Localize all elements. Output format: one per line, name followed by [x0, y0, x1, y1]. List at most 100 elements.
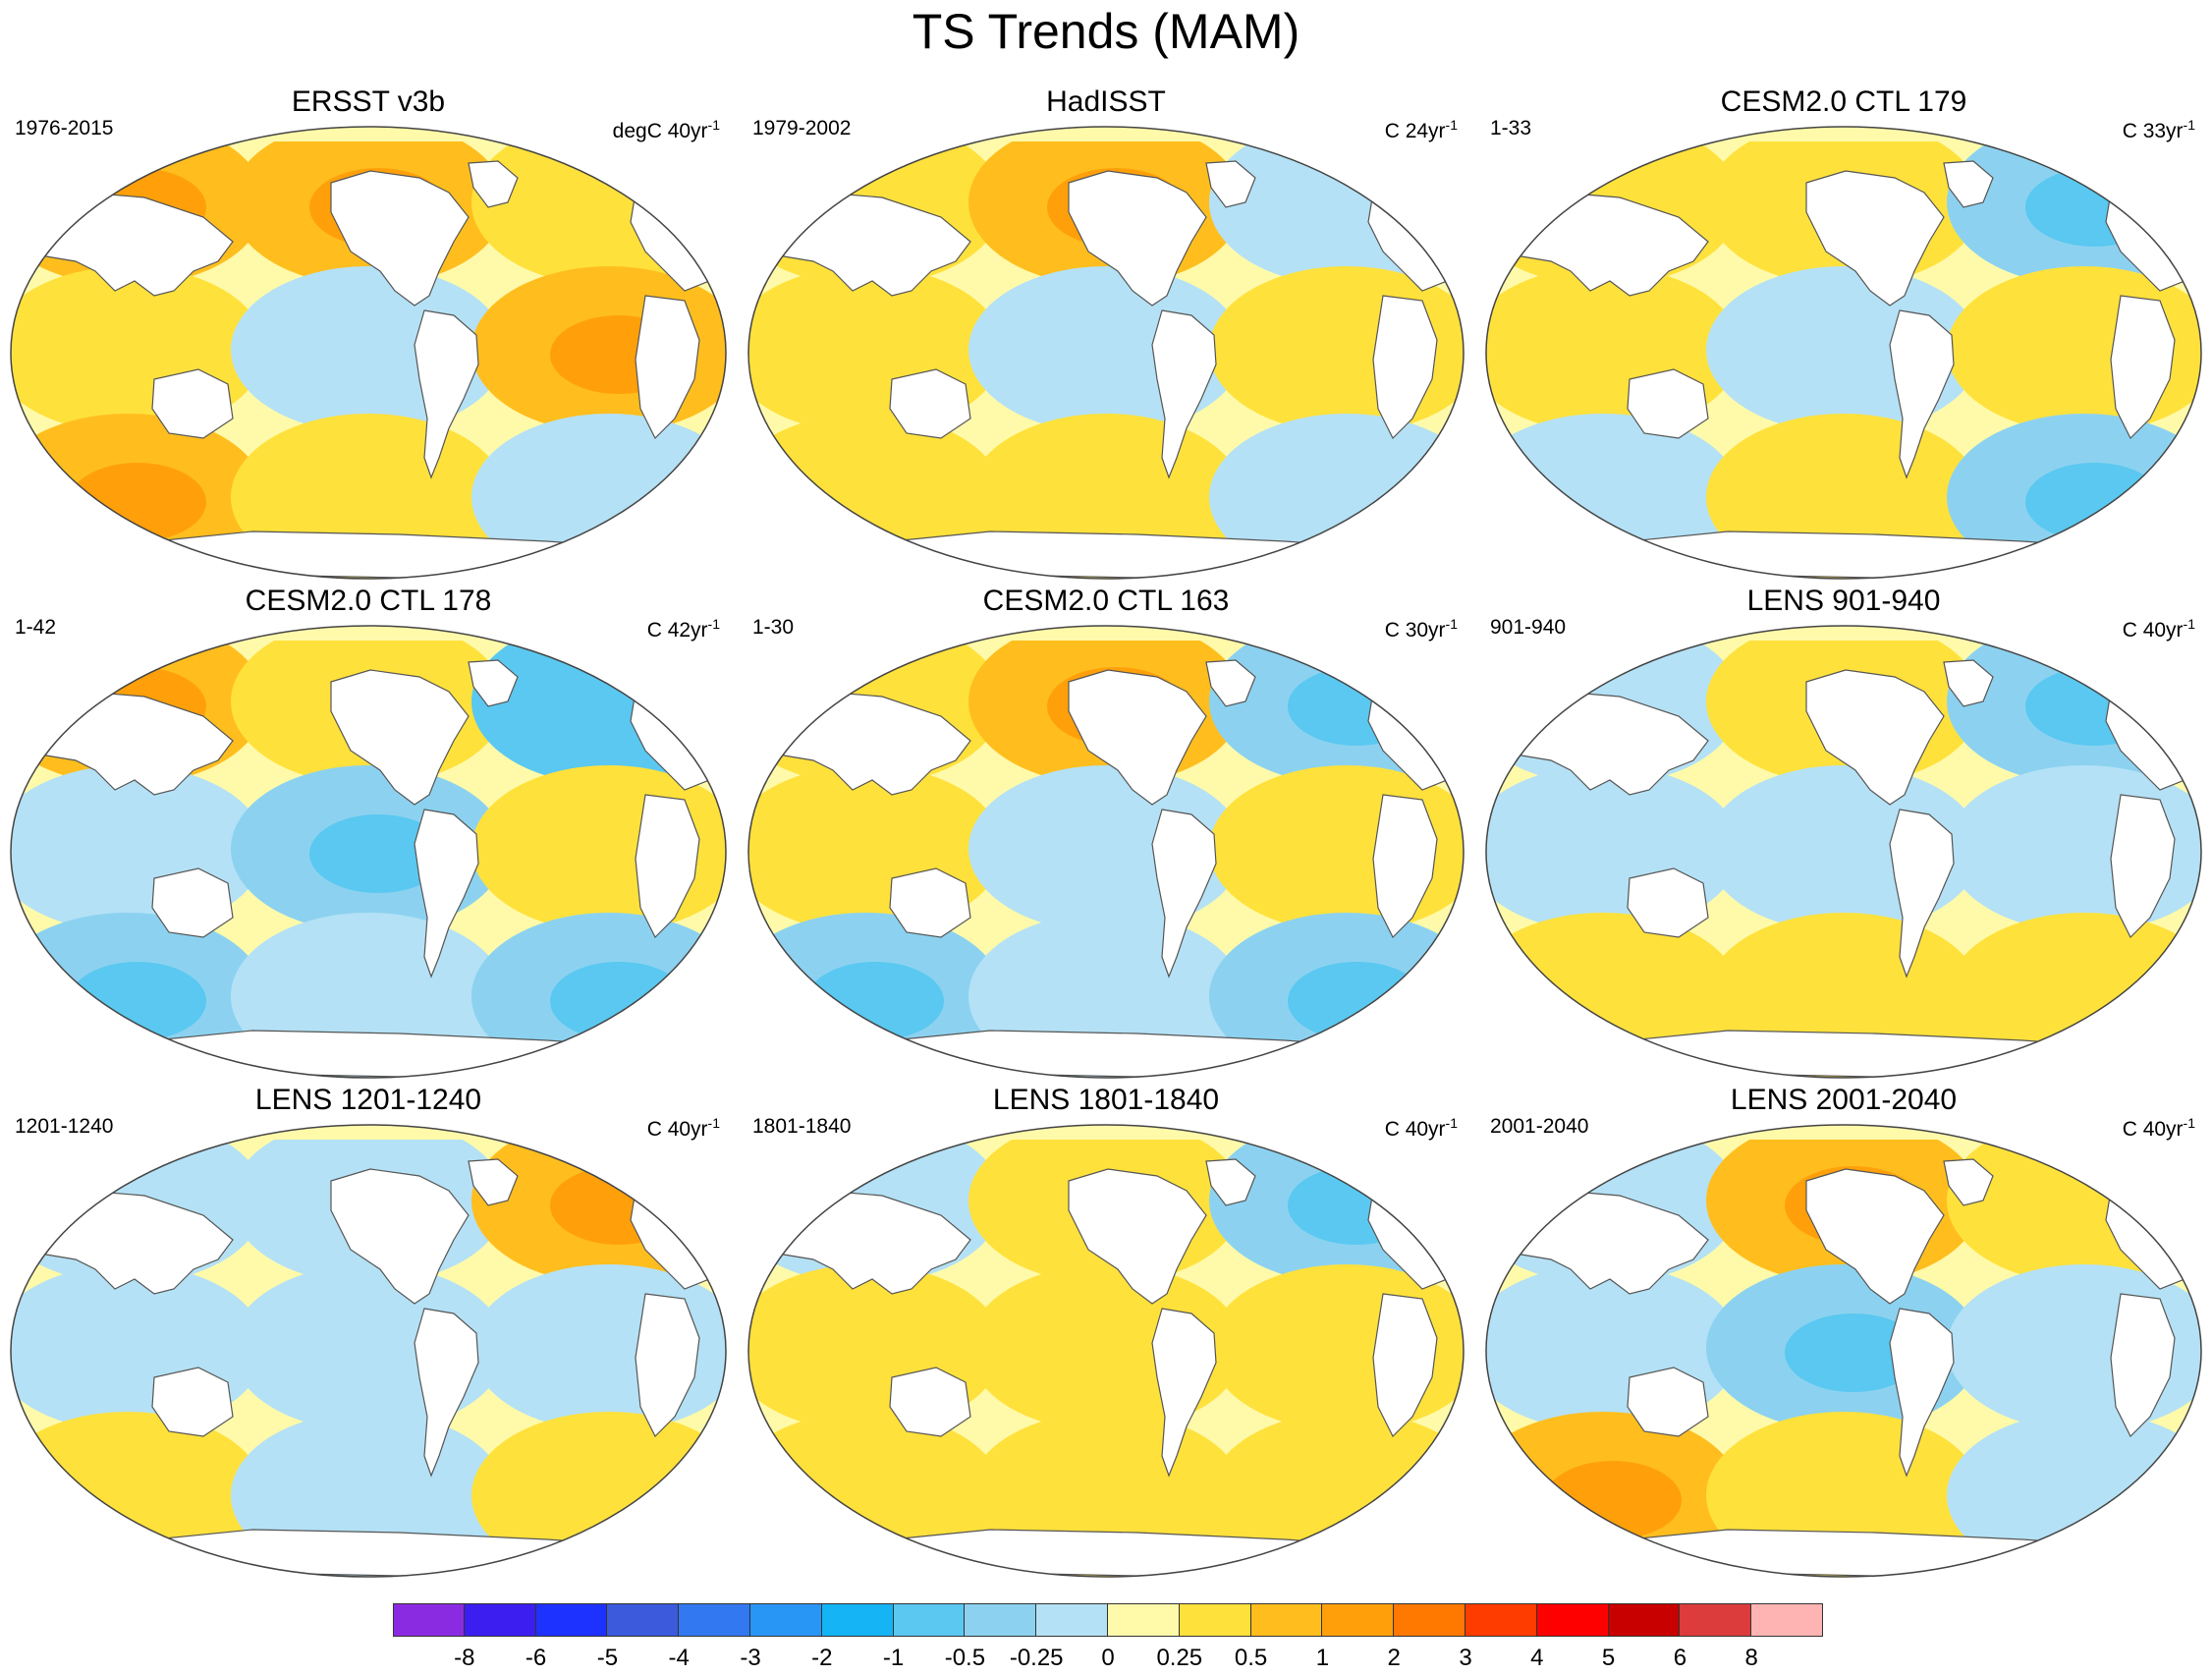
- colorbar-tick-label: -0.5: [944, 1645, 986, 1671]
- panel-units: C 30yr-1: [1385, 611, 1458, 643]
- colorbar-swatch: [1394, 1603, 1465, 1637]
- robinson-map: [1485, 625, 2202, 1079]
- colorbar-swatch: [893, 1603, 966, 1637]
- panel-units-text: C 40yr: [2122, 619, 2184, 642]
- colorbar-swatch: [535, 1603, 608, 1637]
- anomaly-core: [806, 962, 944, 1040]
- map-outline: [1485, 1124, 2202, 1578]
- robinson-map: [10, 625, 727, 1079]
- robinson-map: [747, 625, 1465, 1079]
- panel-title: ERSST v3b: [291, 85, 446, 118]
- colorbar-swatch: [1250, 1603, 1323, 1637]
- robinson-map: [747, 126, 1465, 580]
- map-outline: [747, 126, 1465, 580]
- panel-units-exponent: -1: [707, 117, 720, 133]
- panel-units-text: C 40yr: [646, 1118, 708, 1141]
- colorbar-swatch: [965, 1603, 1037, 1637]
- colorbar-swatch: [821, 1603, 894, 1637]
- colorbar-tick-label: 4: [1530, 1645, 1544, 1671]
- panel-period: 1-33: [1490, 117, 1532, 140]
- map-panel: CESM2.0 CTL 178 1-42 C 42yr-1: [5, 584, 732, 1085]
- land-mass: [635, 1293, 700, 1438]
- land-mass: [1805, 1168, 1945, 1305]
- colorbar-swatch: [464, 1603, 536, 1637]
- land-mass: [1889, 809, 1955, 978]
- robinson-map: [1485, 1124, 2202, 1578]
- land-mass: [468, 1158, 519, 1206]
- panel-period: 1979-2002: [752, 117, 852, 140]
- panel-title: LENS 2001-2040: [1730, 1084, 1958, 1116]
- colorbar-tick-label: 6: [1673, 1645, 1687, 1671]
- colorbar-tick-label: -1: [882, 1645, 905, 1671]
- panel-period: 1201-1240: [15, 1115, 114, 1138]
- colorbar: [393, 1603, 1823, 1639]
- colorbar-tick-label: -6: [525, 1645, 547, 1671]
- land-mass: [1372, 794, 1438, 939]
- land-mass: [1068, 1168, 1207, 1305]
- map-outline: [10, 625, 727, 1079]
- colorbar-tick-label: -5: [596, 1645, 619, 1671]
- land-mass: [1205, 659, 1256, 707]
- land-mass: [468, 659, 519, 707]
- colorbar-tick-label: 3: [1459, 1645, 1472, 1671]
- land-mass: [468, 160, 519, 208]
- map-outline: [1485, 126, 2202, 580]
- colorbar-tick-label: 0: [1101, 1645, 1115, 1671]
- robinson-map: [747, 1124, 1465, 1578]
- map-panel: LENS 1801-1840 1801-1840 C 40yr-1: [743, 1083, 1469, 1584]
- land-mass: [889, 867, 971, 938]
- panel-title: LENS 1201-1240: [254, 1084, 482, 1116]
- land-mass: [414, 809, 479, 978]
- land-mass: [414, 309, 479, 479]
- panel-units-exponent: -1: [2183, 117, 2195, 133]
- anomaly-core: [1785, 1313, 1922, 1392]
- panel-period: 1-30: [752, 616, 795, 639]
- land-mass: [151, 1367, 234, 1437]
- colorbar-swatch: [679, 1603, 750, 1637]
- colorbar-frame: [393, 1603, 1823, 1637]
- panel-title: HadISST: [1046, 85, 1166, 118]
- map-outline: [10, 126, 727, 580]
- land-mass: [1151, 809, 1217, 978]
- anomaly-core: [1288, 962, 1425, 1040]
- land-mass: [1943, 160, 1994, 208]
- colorbar-tick-label: 2: [1387, 1645, 1401, 1671]
- panel-units: C 40yr-1: [647, 1110, 720, 1143]
- panel-units-text: C 33yr: [2122, 120, 2184, 142]
- anomaly-core: [69, 962, 206, 1040]
- colorbar-tick-label: 0.25: [1156, 1645, 1203, 1671]
- colorbar-tick-label: -0.25: [1009, 1645, 1064, 1671]
- land-mass: [1151, 1308, 1217, 1478]
- land-mass: [635, 794, 700, 939]
- land-mass: [1068, 170, 1207, 307]
- panel-title: LENS 1801-1840: [992, 1084, 1220, 1116]
- land-mass: [1372, 1293, 1438, 1438]
- anomaly-core: [2025, 463, 2163, 541]
- anomaly-core: [309, 814, 447, 893]
- colorbar-tick-label: 8: [1744, 1645, 1758, 1671]
- panel-units: C 42yr-1: [647, 611, 720, 643]
- panel-period: 1976-2015: [15, 117, 114, 140]
- panel-title: LENS 901-940: [1746, 585, 1941, 617]
- colorbar-swatch: [393, 1603, 465, 1637]
- robinson-map: [10, 1124, 727, 1578]
- panel-title: CESM2.0 CTL 179: [1720, 85, 1967, 118]
- panel-units: C 33yr-1: [2123, 112, 2195, 144]
- panel-period: 1801-1840: [752, 1115, 852, 1138]
- colorbar-tick-label: -4: [668, 1645, 690, 1671]
- map-outline: [10, 1124, 727, 1578]
- panel-period: 2001-2040: [1490, 1115, 1589, 1138]
- panel-units-exponent: -1: [1445, 1115, 1458, 1131]
- panel-units: degC 40yr-1: [613, 112, 720, 144]
- panel-units-text: C 40yr: [2122, 1118, 2184, 1141]
- anomaly-core: [1544, 1461, 1682, 1539]
- colorbar-tick-label: -8: [454, 1645, 475, 1671]
- land-mass: [1805, 669, 1945, 806]
- map-panel: HadISST 1979-2002 C 24yr-1: [743, 84, 1469, 586]
- colorbar-swatch: [1751, 1603, 1823, 1637]
- land-mass: [889, 368, 971, 439]
- panel-units-exponent: -1: [2183, 1115, 2195, 1131]
- panel-title: CESM2.0 CTL 163: [982, 585, 1230, 617]
- land-mass: [1943, 659, 1994, 707]
- panel-period: 901-940: [1490, 616, 1567, 639]
